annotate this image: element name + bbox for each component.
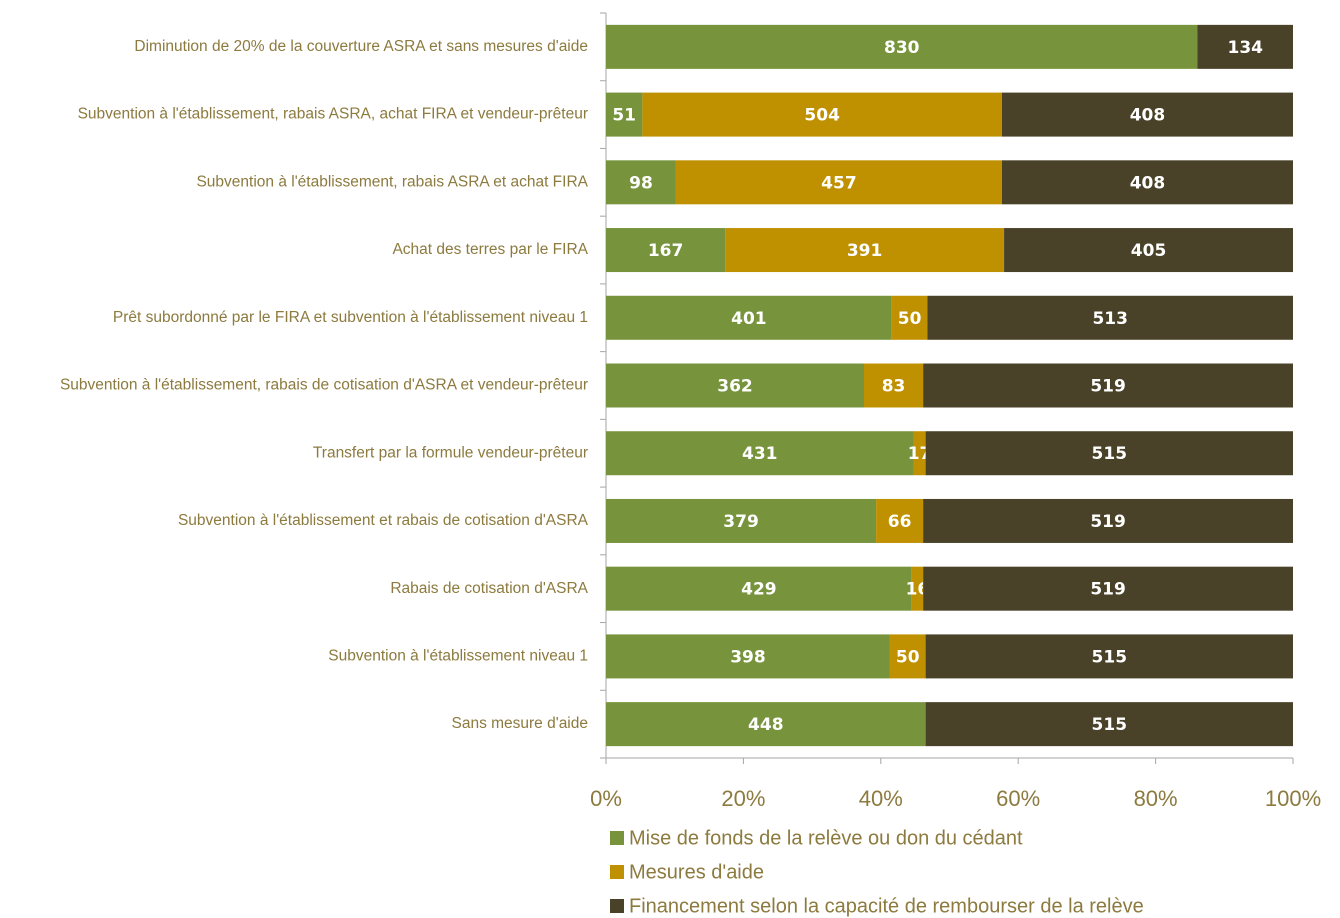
legend-swatch xyxy=(610,831,624,845)
data-label: 66 xyxy=(888,512,912,532)
bar-segment xyxy=(725,228,1005,273)
legend-label: Mesures d'aide xyxy=(629,861,764,883)
category-label: Subvention à l'établissement, rabais ASR… xyxy=(196,173,588,190)
bar-segment xyxy=(606,566,912,611)
data-label: 429 xyxy=(741,580,777,600)
bar-segment xyxy=(606,702,926,747)
data-label: 448 xyxy=(748,715,784,735)
bar-segment xyxy=(923,566,1293,611)
category-label: Transfert par la formule vendeur-prêteur xyxy=(313,444,588,461)
bar-segment xyxy=(925,634,1293,679)
category-label: Prêt subordonné par le FIRA et subventio… xyxy=(113,309,588,326)
data-label: 83 xyxy=(882,377,906,397)
bar-segment xyxy=(606,228,726,273)
data-label: 515 xyxy=(1092,647,1128,667)
x-tick-label: 80% xyxy=(1134,786,1178,811)
data-label: 457 xyxy=(821,173,857,193)
bar-segment xyxy=(606,160,676,205)
data-label: 51 xyxy=(612,106,636,126)
bar-segment xyxy=(925,431,1293,476)
data-label: 513 xyxy=(1092,309,1128,329)
data-label: 98 xyxy=(629,173,653,193)
bar-segment xyxy=(1004,228,1293,273)
category-label: Subvention à l'établissement, rabais ASR… xyxy=(78,106,588,123)
bar-segment xyxy=(606,24,1198,69)
bar-segment xyxy=(1197,24,1293,69)
bar-segment xyxy=(606,498,877,543)
x-tick-label: 60% xyxy=(996,786,1040,811)
bar-segment xyxy=(1001,160,1293,205)
category-label: Rabais de cotisation d'ASRA xyxy=(390,580,588,597)
legend-swatch xyxy=(610,899,624,913)
data-label: 515 xyxy=(1092,444,1128,464)
data-label: 519 xyxy=(1090,512,1126,532)
data-label: 362 xyxy=(717,377,753,397)
category-label: Achat des terres par le FIRA xyxy=(392,241,588,258)
bar-segment xyxy=(876,498,924,543)
data-label: 50 xyxy=(896,647,920,667)
data-label: 405 xyxy=(1131,241,1167,261)
bar-segment xyxy=(891,295,928,340)
category-label: Subvention à l'établissement et rabais d… xyxy=(178,512,589,529)
bar-segment xyxy=(913,431,926,476)
bar-segment xyxy=(675,160,1002,205)
data-label: 515 xyxy=(1092,715,1128,735)
category-label: Diminution de 20% de la couverture ASRA … xyxy=(134,38,588,55)
category-label: Sans mesure d'aide xyxy=(451,715,588,732)
data-label: 519 xyxy=(1090,580,1126,600)
data-label: 134 xyxy=(1228,38,1264,58)
data-label: 401 xyxy=(731,309,767,329)
x-tick-label: 20% xyxy=(721,786,765,811)
data-label: 830 xyxy=(884,38,920,58)
data-label: 408 xyxy=(1130,173,1166,193)
bar-segment xyxy=(923,498,1293,543)
bar-segment xyxy=(606,295,892,340)
data-label: 431 xyxy=(742,444,778,464)
legend-label: Financement selon la capacité de rembour… xyxy=(629,895,1144,917)
bar-segment xyxy=(606,92,643,137)
bar-segment xyxy=(927,295,1293,340)
bar-segment xyxy=(863,363,924,408)
bar-segment xyxy=(606,431,914,476)
data-label: 167 xyxy=(648,241,684,261)
bar-segment xyxy=(923,363,1293,408)
data-label: 379 xyxy=(723,512,759,532)
data-label: 519 xyxy=(1090,377,1126,397)
bar-segment xyxy=(925,702,1293,747)
x-tick-label: 100% xyxy=(1265,786,1321,811)
data-label: 17 xyxy=(908,444,932,464)
bar-segment xyxy=(606,634,890,679)
x-tick-label: 0% xyxy=(590,786,622,811)
data-label: 391 xyxy=(847,241,883,261)
bar-segment xyxy=(889,634,926,679)
bar-segment xyxy=(606,363,864,408)
legend-label: Mise de fonds de la relève ou don du céd… xyxy=(629,827,1023,849)
data-label: 408 xyxy=(1130,106,1166,126)
x-tick-label: 40% xyxy=(859,786,903,811)
category-label: Subvention à l'établissement, rabais de … xyxy=(60,377,588,394)
data-label: 398 xyxy=(730,647,766,667)
category-label: Subvention à l'établissement niveau 1 xyxy=(328,648,588,665)
data-label: 504 xyxy=(804,106,840,126)
bar-segment xyxy=(642,92,1002,137)
bar-segment xyxy=(1001,92,1293,137)
legend-swatch xyxy=(610,865,624,879)
bar-segment xyxy=(911,566,924,611)
data-label: 50 xyxy=(898,309,922,329)
